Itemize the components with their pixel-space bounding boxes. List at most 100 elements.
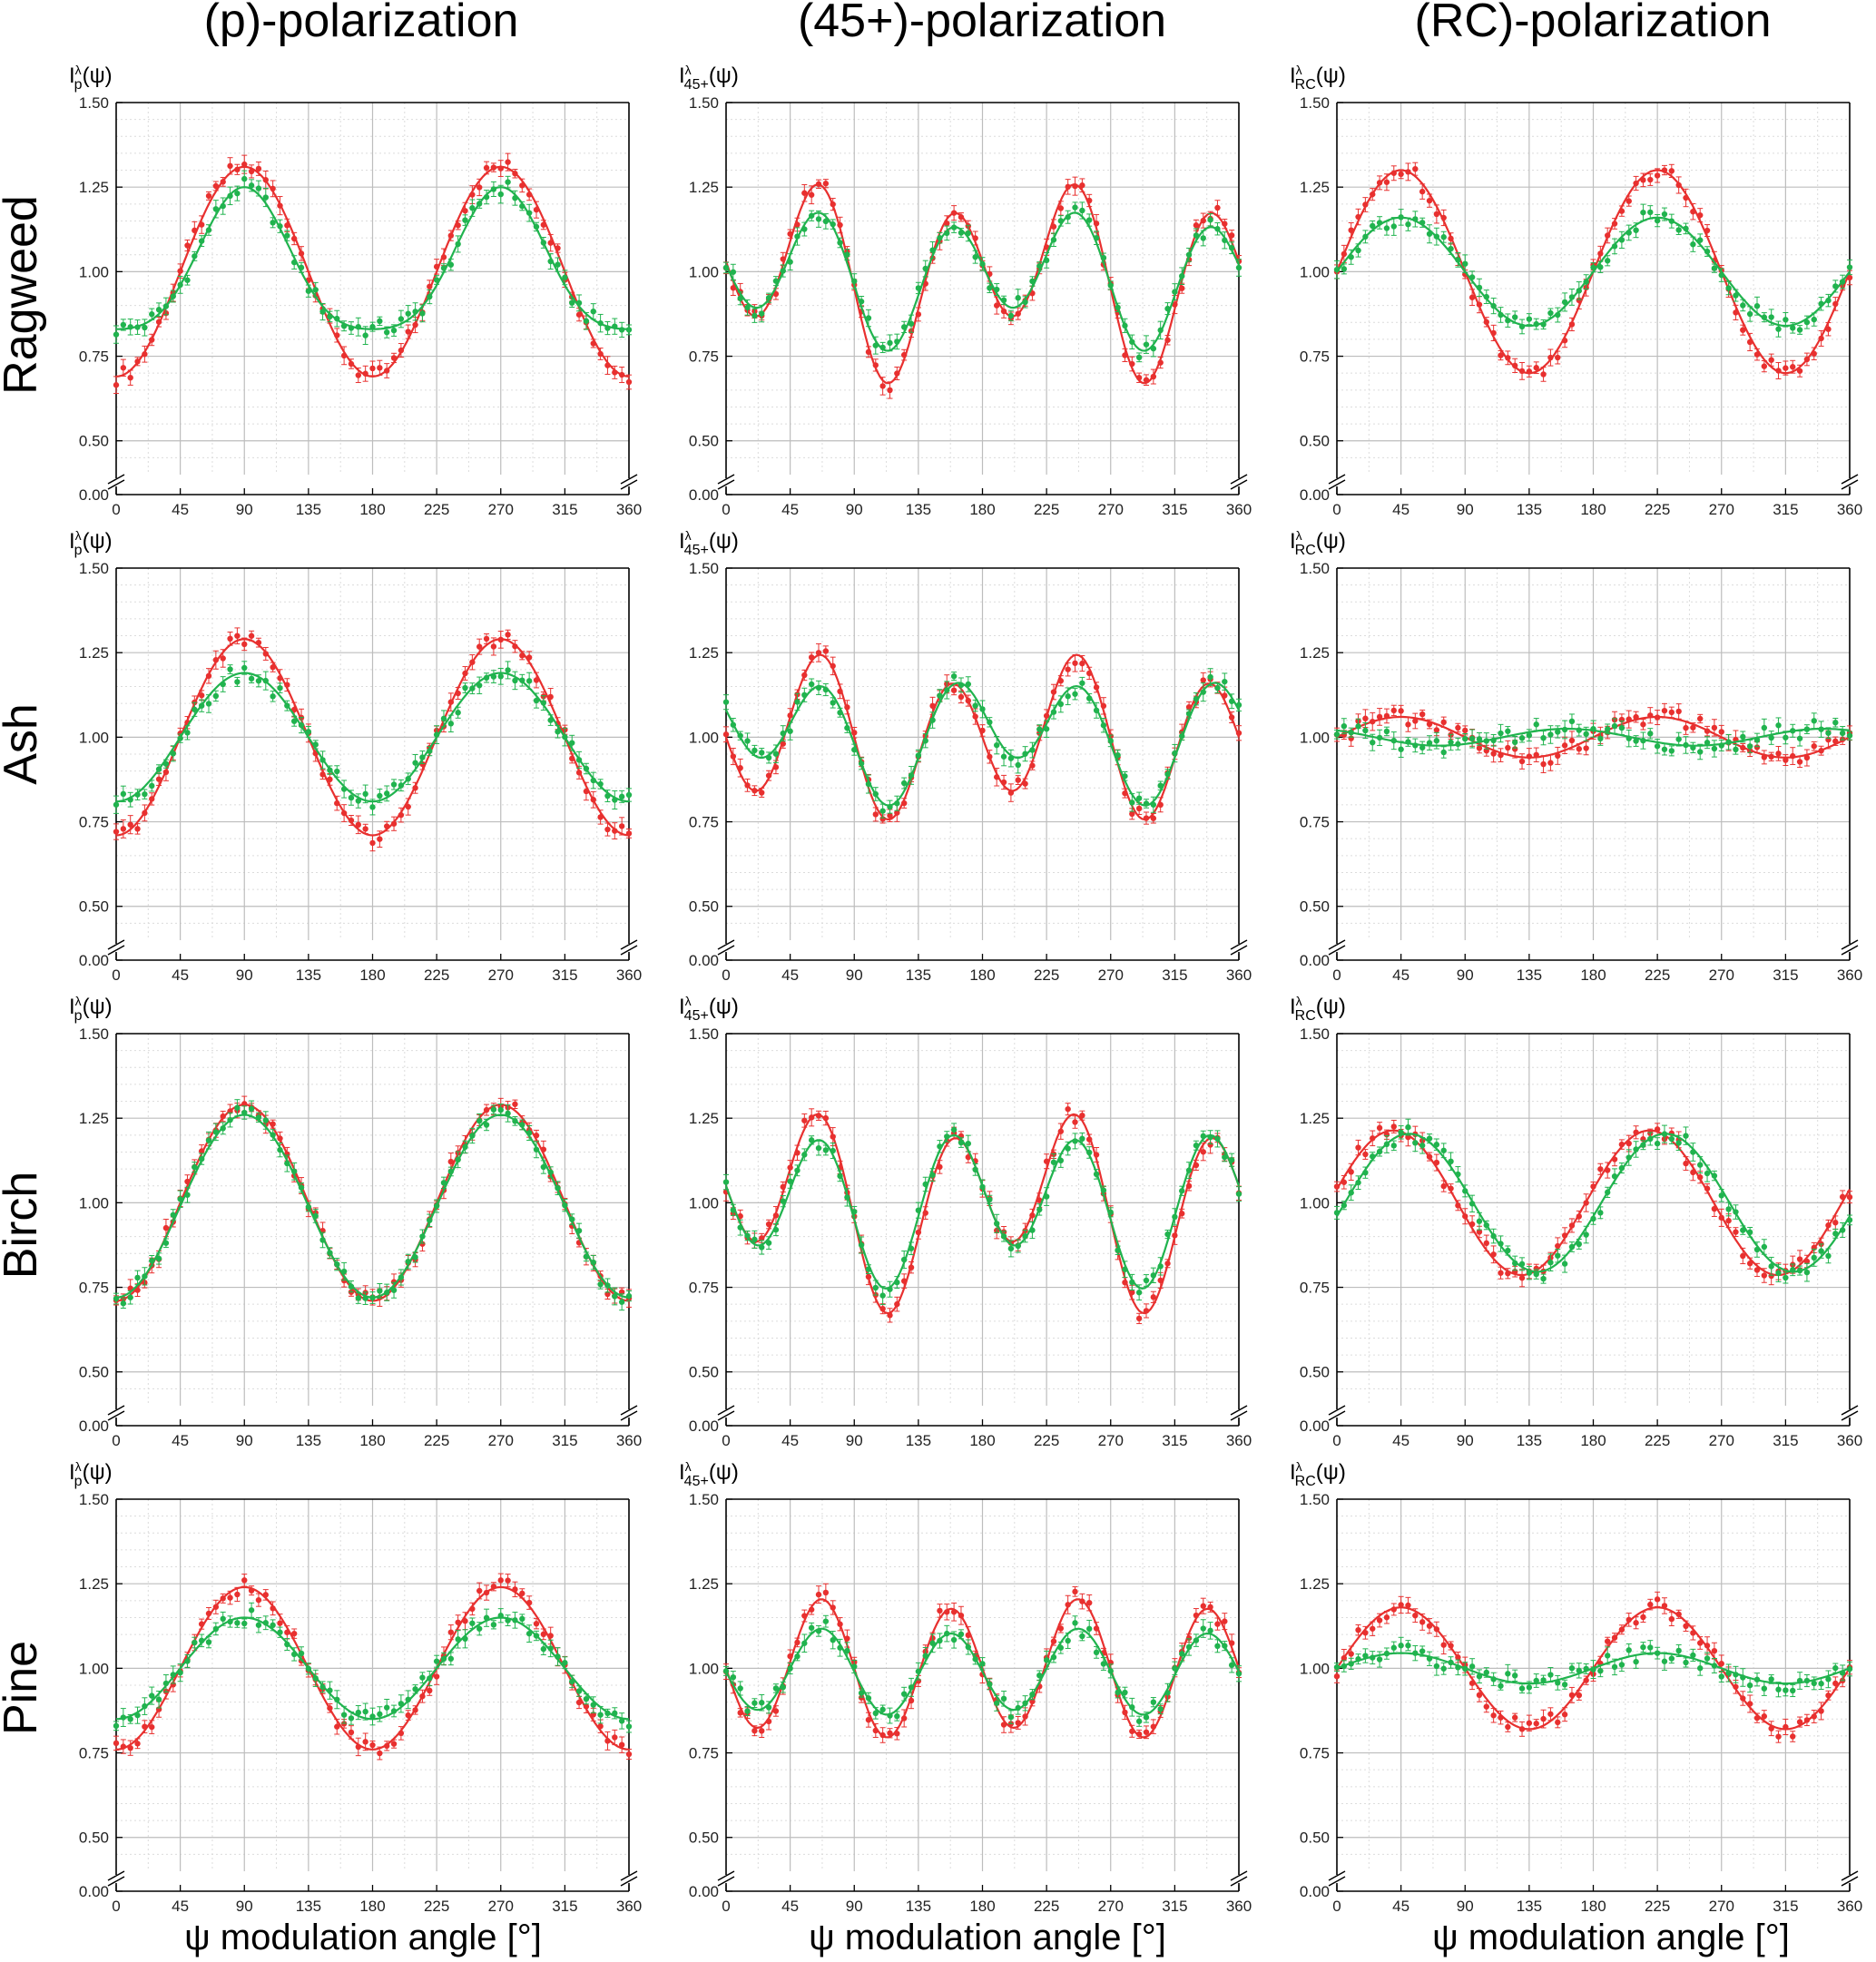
axis-break-mark: [1841, 939, 1859, 950]
data-point-red: [1526, 753, 1533, 760]
data-point-red: [1533, 751, 1539, 758]
axis-break-mark: [107, 474, 125, 485]
data-point-green: [277, 1146, 283, 1153]
data-point-red: [1633, 713, 1639, 721]
data-point-red: [1086, 1136, 1093, 1143]
data-point-red: [134, 358, 141, 365]
axis-break-mark: [717, 945, 735, 956]
x-tick-label: 45: [1392, 966, 1409, 984]
data-point-red: [1697, 211, 1704, 219]
data-point-red: [780, 1183, 786, 1191]
data-point-green: [319, 309, 326, 315]
data-point-red: [533, 677, 540, 683]
data-point-green: [1796, 327, 1803, 333]
data-point-red: [1433, 211, 1440, 218]
data-point-red: [248, 168, 255, 175]
data-point-red: [284, 222, 290, 229]
data-point-green: [1172, 289, 1178, 295]
data-point-red: [1412, 718, 1419, 724]
data-point-red: [162, 1224, 170, 1231]
data-point-green: [440, 1180, 447, 1186]
data-point-red: [1341, 250, 1348, 258]
data-point-red: [772, 290, 780, 298]
data-point-red: [277, 1135, 283, 1142]
data-point-green: [822, 686, 830, 693]
data-point-green: [1015, 295, 1021, 301]
x-tick-label: 90: [236, 501, 253, 518]
data-point-green: [1150, 801, 1157, 808]
y-tick-label: 0.50: [689, 1364, 719, 1381]
column-title-45: (45+)-polarization: [798, 0, 1166, 47]
data-point-green: [1825, 297, 1832, 304]
data-point-green: [900, 780, 908, 787]
data-point-red: [262, 651, 269, 657]
data-point-red: [1604, 232, 1611, 239]
data-point-green: [1440, 234, 1447, 240]
data-point-green: [540, 240, 547, 246]
data-point-green: [355, 798, 362, 804]
axis-break-mark: [1841, 474, 1859, 485]
data-point-green: [1568, 294, 1576, 300]
axis-break-mark: [717, 939, 735, 950]
data-point-green: [872, 790, 879, 798]
data-point-red: [447, 232, 455, 239]
data-point-green: [801, 692, 808, 699]
data-point-red: [1043, 712, 1050, 719]
data-point-green: [1555, 729, 1561, 735]
data-point-red: [120, 826, 127, 832]
data-point-red: [1143, 815, 1150, 821]
data-point-green: [1796, 735, 1803, 741]
data-point-red: [525, 191, 533, 198]
data-point-red: [1775, 368, 1782, 374]
data-point-red: [383, 368, 390, 374]
data-point-red: [765, 1221, 772, 1228]
data-point-green: [1597, 264, 1604, 270]
data-point-green: [604, 325, 611, 331]
data-point-red: [837, 688, 843, 695]
data-point-green: [476, 682, 483, 689]
data-point-green: [1455, 257, 1461, 263]
y-tick-label: 1.50: [1300, 560, 1330, 577]
y-label-sup: λ: [685, 528, 692, 543]
data-point-green: [894, 338, 900, 345]
data-point-green: [398, 782, 405, 789]
data-point-red: [1072, 660, 1078, 666]
axis-break-mark: [1841, 479, 1859, 490]
y-tick-label: 0.75: [689, 814, 719, 831]
data-point-green: [1022, 750, 1028, 757]
data-point-green: [737, 295, 743, 302]
data-point-green: [1611, 722, 1618, 730]
data-point-green: [1462, 735, 1468, 742]
y-tick-label: 1.25: [1300, 179, 1330, 196]
data-point-green: [837, 240, 843, 246]
data-point-green: [427, 293, 433, 300]
data-point-green: [284, 232, 290, 239]
y-label-main: I: [69, 64, 75, 88]
data-point-green: [1761, 724, 1768, 731]
x-tick-label: 315: [1162, 1432, 1187, 1449]
data-point-green: [1775, 326, 1782, 332]
data-point-green: [519, 202, 525, 210]
data-point-red: [340, 809, 348, 817]
data-point-green: [198, 1155, 205, 1162]
data-point-red: [1740, 327, 1746, 333]
data-point-red: [887, 1312, 893, 1319]
data-point-red: [1668, 168, 1675, 174]
data-point-green: [894, 800, 900, 807]
data-point-red: [583, 788, 590, 795]
y-tick-label: 1.25: [689, 1110, 719, 1127]
data-point-red: [1718, 729, 1724, 735]
data-point-green: [1654, 743, 1661, 750]
x-tick-label: 180: [969, 1432, 995, 1449]
data-point-red: [483, 1106, 490, 1113]
data-point-red: [149, 337, 155, 343]
data-point-green: [1115, 751, 1121, 759]
data-point-red: [1746, 338, 1753, 346]
data-point-red: [815, 650, 822, 656]
data-point-red: [844, 704, 850, 711]
data-point-red: [787, 1164, 793, 1171]
data-point-red: [227, 635, 233, 643]
y-tick-label: 1.50: [689, 1025, 719, 1043]
data-point-green: [1811, 316, 1817, 323]
panels: Iλ p(ψ)0.000.500.751.001.251.500 45 90 135 18…: [69, 63, 1862, 1915]
